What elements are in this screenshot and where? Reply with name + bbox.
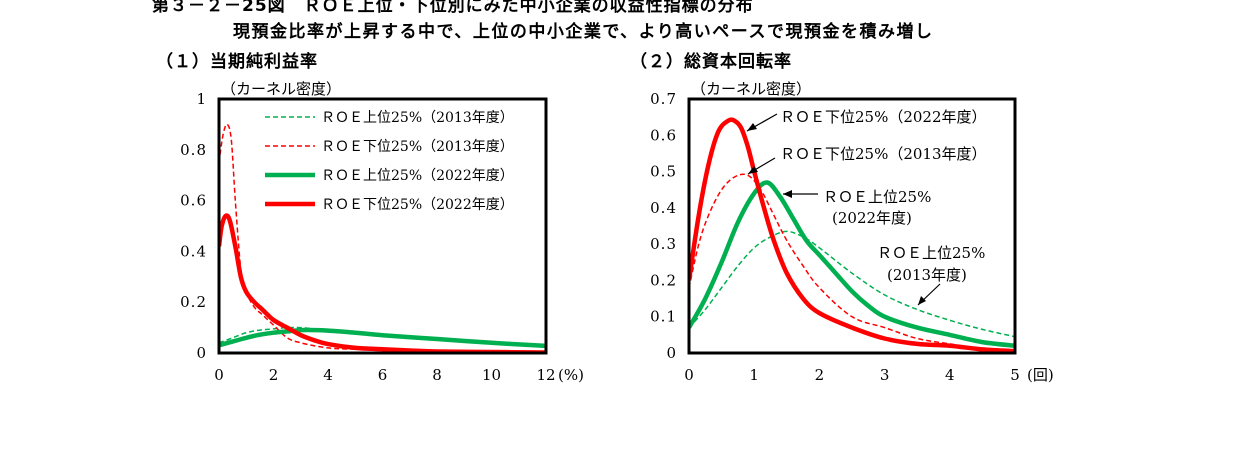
legend-label: ＲＯＥ下位25%（2022年度） [321, 197, 514, 213]
annotation-label: ＲＯＥ上位25% [823, 188, 931, 206]
y-tick-label: 0.6 [180, 192, 207, 210]
legend-label: ＲＯＥ上位25%（2022年度） [321, 168, 514, 184]
x-tick-label: 5 [1010, 366, 1020, 384]
annotation-label: (2013年度) [887, 266, 967, 284]
x-tick-label: 4 [945, 366, 955, 384]
y-tick-label: 0.7 [650, 90, 677, 108]
arrow-head [748, 166, 758, 174]
y-tick-label: 0.2 [650, 271, 677, 289]
legend-label: ＲＯＥ下位25%（2013年度） [321, 139, 514, 155]
y-axis-label-2: （カーネル密度） [691, 80, 811, 98]
x-tick-label: 3 [880, 366, 890, 384]
x-tick-label: 10 [482, 366, 501, 384]
x-tick-label: 8 [432, 366, 442, 384]
series-line-1-3 [219, 327, 546, 349]
plot-frame-1 [217, 97, 548, 355]
y-tick-label: 0.4 [650, 199, 677, 217]
series-line-2-2 [689, 173, 1015, 352]
y-tick-label: 0 [666, 344, 677, 362]
x-tick-label: 0 [214, 366, 224, 384]
panel-2-title: （２）総資本回転率 [630, 52, 792, 72]
y-axis-label-1: （カーネル密度） [221, 80, 341, 98]
x-tick-label: 1 [749, 366, 759, 384]
y-tick-label: 1 [196, 90, 207, 108]
figure-subtitle: 現預金比率が上昇する中で、上位の中小企業で、より高いペースで現預金を積み増し [233, 22, 934, 42]
figure-title: 第３－２－25図 ＲＯＥ上位・下位別にみた中小企業の収益性指標の分布 [152, 0, 754, 16]
annotation-label: ＲＯＥ下位25%（2022年度） [780, 108, 987, 126]
y-tick-label: 0 [196, 344, 207, 362]
series-line-2-4 [689, 117, 1015, 353]
x-tick-label: 6 [378, 366, 388, 384]
y-tick-label: 0.4 [180, 242, 207, 260]
annotation-label: (2022年度) [832, 209, 912, 227]
x-tick-label: 12 [536, 366, 555, 384]
panel-1-title: （１）当期純利益率 [156, 52, 318, 72]
x-tick-label: 4 [323, 366, 333, 384]
y-tick-label: 0.8 [180, 141, 207, 159]
x-unit-label: (回) [1027, 366, 1054, 384]
x-tick-label: 2 [815, 366, 825, 384]
annotation-label: ＲＯＥ上位25% [877, 244, 985, 262]
plot-frame-2 [687, 97, 1017, 355]
series-line-2-1 [689, 230, 1015, 338]
y-tick-label: 0.1 [650, 308, 677, 326]
annotation-label: ＲＯＥ下位25%（2013年度） [780, 145, 987, 163]
y-tick-label: 0.5 [650, 163, 677, 181]
arrow-head [783, 190, 792, 198]
series-line-2-3 [689, 180, 1015, 348]
series-line-1-4 [219, 213, 546, 353]
x-unit-label: (%) [558, 366, 584, 384]
x-tick-label: 2 [269, 366, 279, 384]
legend-label: ＲＯＥ上位25%（2013年度） [321, 110, 514, 126]
y-tick-label: 0.6 [650, 126, 677, 144]
arrow-head [747, 123, 757, 131]
x-tick-label: 0 [684, 366, 694, 384]
y-tick-label: 0.2 [180, 293, 207, 311]
y-tick-label: 0.3 [650, 235, 677, 253]
arrow-head [918, 296, 926, 305]
